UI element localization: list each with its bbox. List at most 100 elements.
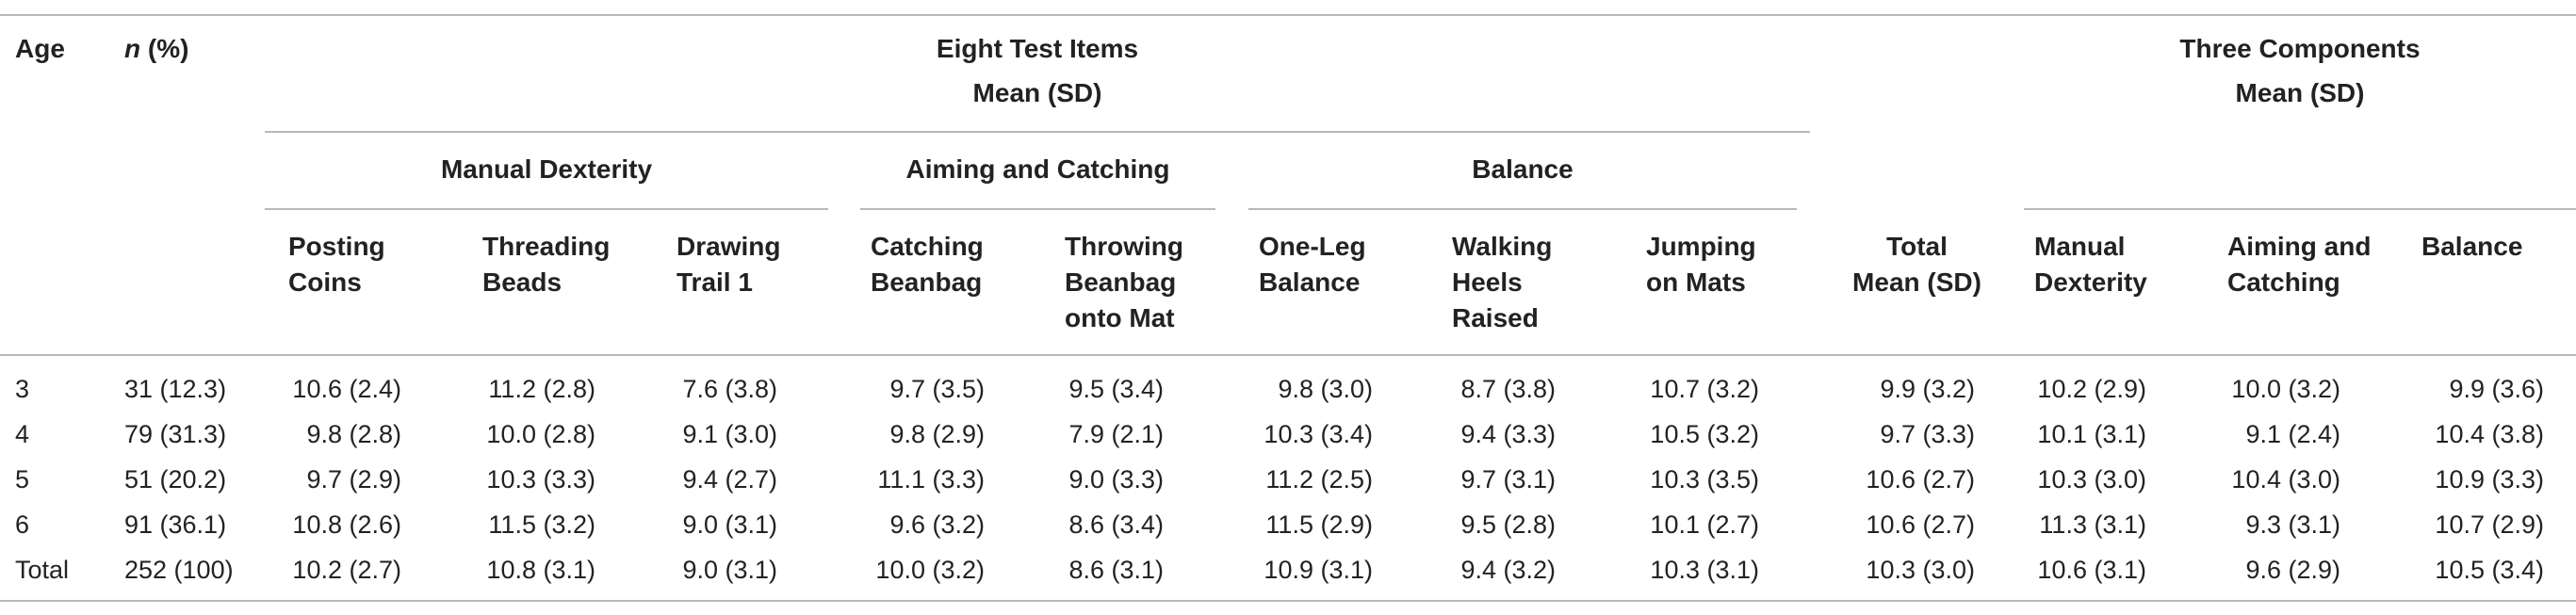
cell-jumping: 10.1 (2.7) xyxy=(1650,510,1759,539)
cell-total: 10.3 (3.0) xyxy=(1866,556,1975,584)
cell-comp-manual: 10.6 (3.1) xyxy=(2037,556,2146,584)
header-line: Balance xyxy=(2421,232,2523,261)
header-line: Coins xyxy=(288,267,362,297)
cell-threading: 10.8 (3.1) xyxy=(486,556,595,584)
cell-catching: 9.8 (2.9) xyxy=(889,420,985,448)
cell-comp-balance: 10.9 (3.3) xyxy=(2435,465,2544,494)
cell-walking: 9.7 (3.1) xyxy=(1460,465,1556,494)
header-line: One-Leg xyxy=(1259,232,1366,261)
header-line: Heels xyxy=(1452,267,1523,297)
cell-oneleg: 10.9 (3.1) xyxy=(1264,556,1373,584)
header-line: Throwing xyxy=(1065,232,1183,261)
cell-jumping: 10.5 (3.2) xyxy=(1650,420,1759,448)
cell-walking: 8.7 (3.8) xyxy=(1460,375,1556,403)
cell-total: 9.7 (3.3) xyxy=(1880,420,1975,448)
col-walking-heels: Walking Heels Raised xyxy=(1452,229,1552,336)
cell-posting: 9.7 (2.9) xyxy=(306,465,401,494)
group-balance: Balance xyxy=(1472,154,1573,184)
cell-drawing: 9.4 (2.7) xyxy=(682,465,777,494)
cell-threading: 11.2 (2.8) xyxy=(488,375,595,403)
cell-comp-aiming: 9.6 (2.9) xyxy=(2245,556,2340,584)
header-line: Aiming and xyxy=(2227,232,2372,261)
cell-catching: 9.6 (3.2) xyxy=(889,510,985,539)
header-line: Beanbag xyxy=(871,267,983,297)
cell-comp-aiming: 9.1 (2.4) xyxy=(2245,420,2340,448)
balance-rule xyxy=(1248,208,1797,210)
col-comp-balance: Balance xyxy=(2421,229,2522,265)
cell-comp-aiming: 10.0 (3.2) xyxy=(2231,375,2340,403)
header-line: Threading xyxy=(482,232,611,261)
cell-posting: 10.8 (2.6) xyxy=(292,510,401,539)
cell-n: 51 (20.2) xyxy=(124,465,227,494)
header-line: Total xyxy=(1886,232,1948,261)
cell-n: 31 (12.3) xyxy=(124,375,227,403)
cell-total: 10.6 (2.7) xyxy=(1866,465,1975,494)
header-line: Mean (SD) xyxy=(1852,267,1981,297)
header-line: onto Mat xyxy=(1065,303,1175,332)
header-line: Walking xyxy=(1452,232,1553,261)
cell-drawing: 9.0 (3.1) xyxy=(682,556,777,584)
col-posting-coins: Posting Coins xyxy=(288,229,385,300)
cell-drawing: 9.0 (3.1) xyxy=(682,510,777,539)
table-top-rule xyxy=(0,14,2576,16)
cell-posting: 10.6 (2.4) xyxy=(292,375,401,403)
col-catching-beanbag: Catching Beanbag xyxy=(871,229,984,300)
header-line: Trail 1 xyxy=(677,267,753,297)
cell-age: Total xyxy=(15,556,70,584)
cell-posting: 10.2 (2.7) xyxy=(292,556,401,584)
cell-jumping: 10.7 (3.2) xyxy=(1650,375,1759,403)
col-jumping-mats: Jumping on Mats xyxy=(1646,229,1756,300)
cell-n: 252 (100) xyxy=(124,556,234,584)
age-header: Age xyxy=(15,34,65,63)
cell-threading: 10.3 (3.3) xyxy=(486,465,595,494)
n-label: n xyxy=(124,34,141,63)
col-drawing-trail: Drawing Trail 1 xyxy=(677,229,780,300)
n-percent-header: n (%) xyxy=(124,31,188,67)
group-aiming-catching: Aiming and Catching xyxy=(905,154,1170,184)
cell-throwing: 7.9 (2.1) xyxy=(1068,420,1164,448)
group-manual-dexterity: Manual Dexterity xyxy=(440,154,653,184)
header-line: Manual xyxy=(2034,232,2126,261)
cell-throwing: 8.6 (3.4) xyxy=(1068,510,1164,539)
cell-posting: 9.8 (2.8) xyxy=(306,420,401,448)
components-rule xyxy=(2024,208,2576,210)
header-line: Beanbag xyxy=(1065,267,1177,297)
col-comp-aiming: Aiming and Catching xyxy=(2227,229,2371,300)
header-line: on Mats xyxy=(1646,267,1746,297)
cell-jumping: 10.3 (3.5) xyxy=(1650,465,1759,494)
aiming-catching-rule xyxy=(860,208,1215,210)
manual-dexterity-rule xyxy=(265,208,828,210)
cell-throwing: 9.0 (3.3) xyxy=(1068,465,1164,494)
cell-comp-aiming: 10.4 (3.0) xyxy=(2231,465,2340,494)
col-threading-beads: Threading Beads xyxy=(482,229,610,300)
cell-comp-manual: 10.1 (3.1) xyxy=(2037,420,2146,448)
cell-age: 3 xyxy=(15,375,30,403)
cell-comp-balance: 10.5 (3.4) xyxy=(2435,556,2544,584)
cell-n: 91 (36.1) xyxy=(124,510,227,539)
cell-walking: 9.5 (2.8) xyxy=(1460,510,1556,539)
cell-threading: 10.0 (2.8) xyxy=(486,420,595,448)
header-line: Dexterity xyxy=(2034,267,2147,297)
table-bottom-rule xyxy=(0,600,2576,602)
eight-items-header: Eight Test Items Mean (SD) xyxy=(265,31,1810,111)
header-line: Catching xyxy=(871,232,984,261)
cell-oneleg: 11.5 (2.9) xyxy=(1265,510,1373,539)
cell-comp-manual: 10.2 (2.9) xyxy=(2037,375,2146,403)
cell-comp-aiming: 9.3 (3.1) xyxy=(2245,510,2340,539)
cell-n: 79 (31.3) xyxy=(124,420,227,448)
cell-drawing: 7.6 (3.8) xyxy=(682,375,777,403)
cell-oneleg: 9.8 (3.0) xyxy=(1278,375,1373,403)
three-components-subtitle: Mean (SD) xyxy=(2235,78,2365,107)
col-comp-manual: Manual Dexterity xyxy=(2034,229,2147,300)
three-components-title: Three Components xyxy=(2179,34,2421,63)
cell-age: 4 xyxy=(15,420,30,448)
cell-comp-manual: 11.3 (3.1) xyxy=(2039,510,2146,539)
percent-label: (%) xyxy=(140,34,189,63)
cell-jumping: 10.3 (3.1) xyxy=(1650,556,1759,584)
cell-oneleg: 11.2 (2.5) xyxy=(1265,465,1373,494)
cell-throwing: 9.5 (3.4) xyxy=(1068,375,1164,403)
header-line: Catching xyxy=(2227,267,2340,297)
cell-throwing: 8.6 (3.1) xyxy=(1068,556,1164,584)
three-components-header: Three Components Mean (SD) xyxy=(2024,31,2576,111)
cell-catching: 9.7 (3.5) xyxy=(889,375,985,403)
